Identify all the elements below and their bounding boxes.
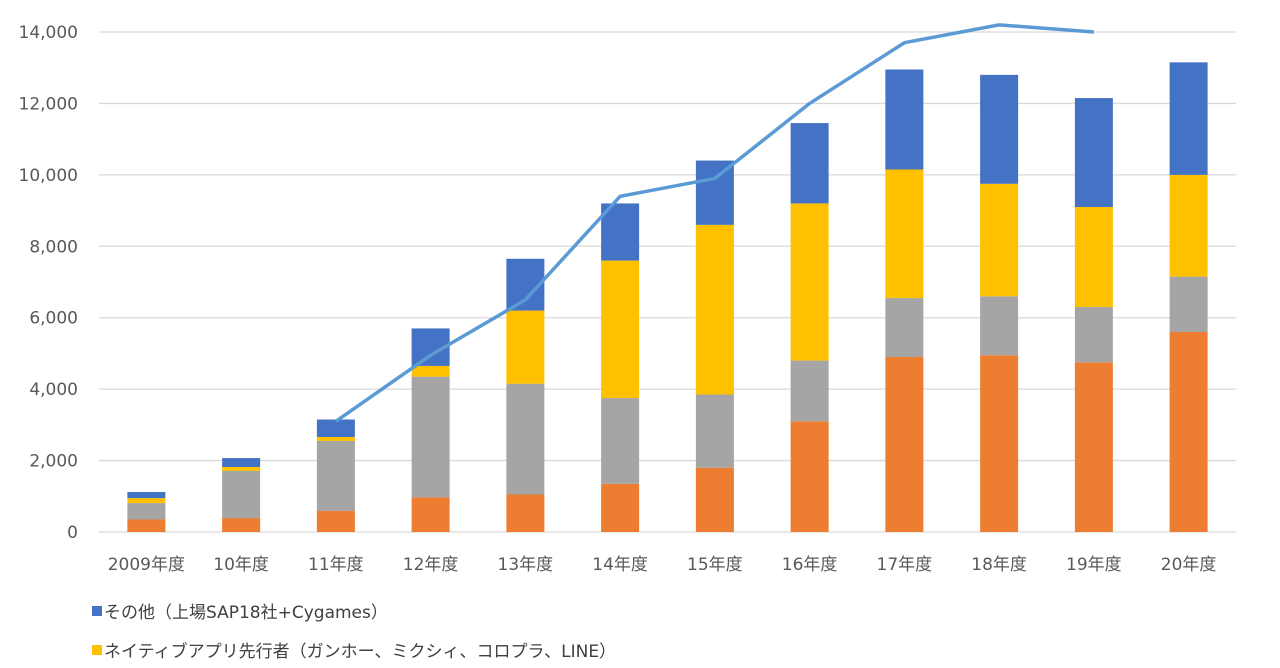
bar-segment xyxy=(790,203,829,361)
bar-segment xyxy=(127,519,166,532)
bar-segment xyxy=(601,203,640,261)
bar-segment xyxy=(411,365,450,377)
x-tick-label: 15年度 xyxy=(687,555,743,575)
x-tick-label: 16年度 xyxy=(782,555,838,575)
bar-segment xyxy=(1074,307,1113,363)
bar-segment xyxy=(885,169,924,299)
legend-item-native-app: ネイティブアプリ先行者（ガンホー、ミクシィ、コロプラ、LINE） xyxy=(92,637,616,662)
bar-segment xyxy=(980,74,1019,184)
bar-segment xyxy=(1169,174,1208,277)
y-tick-label: 6,000 xyxy=(29,309,78,329)
x-tick-label: 2009年度 xyxy=(108,555,185,575)
x-tick-label: 13年度 xyxy=(498,555,554,575)
bar-segment xyxy=(790,123,829,204)
bar-segment xyxy=(127,492,166,499)
y-axis-ticks: 0 2,000 4,000 6,000 8,000 10,000 12,000 14,000 xyxy=(19,23,78,543)
legend-swatch-yellow xyxy=(92,644,102,655)
bar-segment xyxy=(885,69,924,170)
y-tick-label: 12,000 xyxy=(19,94,78,114)
y-tick-label: 4,000 xyxy=(29,380,78,400)
gridlines xyxy=(99,31,1236,533)
legend-item-other: その他（上場SAP18社+Cygames） xyxy=(92,598,388,623)
bar-segment xyxy=(980,183,1019,297)
bar-segment xyxy=(222,467,261,471)
bar-segment xyxy=(790,360,829,422)
bar-segment xyxy=(127,498,166,504)
bar-segment xyxy=(1169,276,1208,332)
bar-segment xyxy=(127,503,166,520)
bar-segment xyxy=(316,510,355,532)
x-tick-label: 11年度 xyxy=(308,555,364,575)
bar-segment xyxy=(506,494,545,532)
bar-segment xyxy=(885,357,924,532)
bar-segment xyxy=(695,224,734,395)
x-axis-ticks: 2009年度 10年度 11年度 12年度 13年度 14年度 15年度 16年度 17年度 18… xyxy=(108,555,1217,575)
bar-segment xyxy=(222,518,261,532)
bar-segment xyxy=(506,383,545,495)
bar-segment xyxy=(601,483,640,532)
bar-segment xyxy=(222,470,261,519)
legend-label-native-app: ネイティブアプリ先行者（ガンホー、ミクシィ、コロプラ、LINE） xyxy=(104,642,617,662)
bar-segment xyxy=(980,296,1019,356)
bar-segment xyxy=(885,298,924,357)
bar-segment xyxy=(790,421,829,532)
y-tick-label: 14,000 xyxy=(19,23,78,43)
y-tick-label: 8,000 xyxy=(29,237,78,257)
bar-segment xyxy=(222,458,261,467)
stacked-bar-chart: 02,0004,0006,0008,00010,00012,00014,000 … xyxy=(19,23,1236,575)
line-series xyxy=(334,23,1095,423)
x-tick-label: 17年度 xyxy=(877,555,933,575)
bar-segment xyxy=(1074,207,1113,307)
bar-segment xyxy=(601,260,640,399)
x-tick-label: 18年度 xyxy=(971,555,1027,575)
bar-segment xyxy=(695,467,734,532)
y-tick-label: 2,000 xyxy=(29,452,78,472)
bar-segment xyxy=(1074,362,1113,532)
x-tick-label: 14年度 xyxy=(592,555,648,575)
bar-segment xyxy=(316,419,355,437)
legend-swatch-blue xyxy=(92,605,102,616)
bar-segment xyxy=(1074,98,1113,207)
bar-segment xyxy=(411,376,450,498)
bar-segment xyxy=(601,398,640,484)
bar-segment xyxy=(506,310,545,384)
bar-segment xyxy=(1169,332,1208,532)
x-tick-label: 19年度 xyxy=(1066,555,1122,575)
y-tick-label: 0 xyxy=(67,523,78,543)
x-tick-label: 10年度 xyxy=(213,555,269,575)
y-tick-label: 10,000 xyxy=(19,166,78,186)
x-tick-label: 12年度 xyxy=(403,555,459,575)
bar-segment xyxy=(695,160,734,225)
bar-segment xyxy=(316,440,355,511)
legend-label-other: その他（上場SAP18社+Cygames） xyxy=(104,603,388,623)
bar-segment xyxy=(980,355,1019,532)
bar-segment xyxy=(695,394,734,468)
x-tick-label: 20年度 xyxy=(1161,555,1217,575)
bar-segment xyxy=(411,497,450,532)
bar-segment xyxy=(316,437,355,441)
bar-segment xyxy=(1169,62,1208,175)
bars xyxy=(127,62,1208,532)
